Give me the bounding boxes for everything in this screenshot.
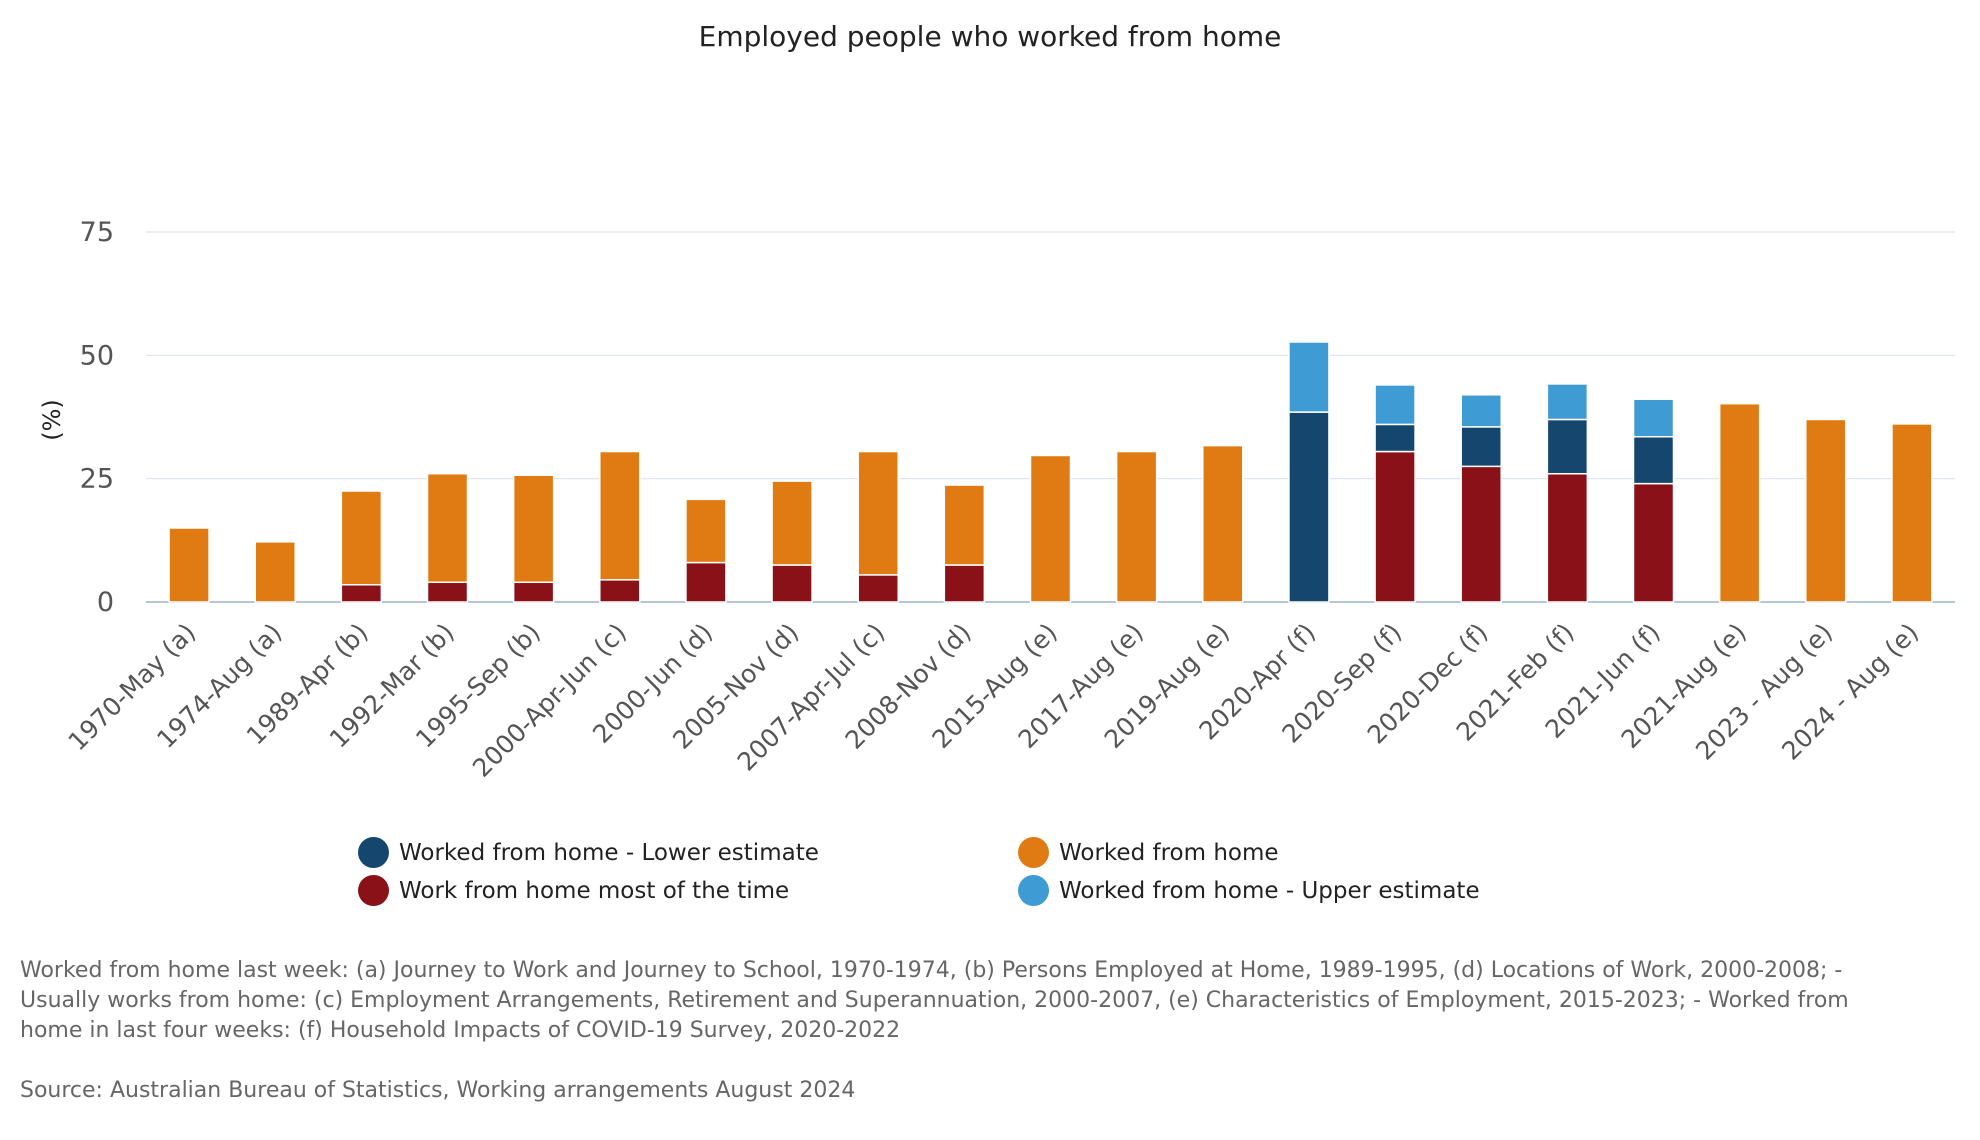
chart-title: Employed people who worked from home xyxy=(698,20,1282,53)
bar-segment[interactable] xyxy=(512,581,555,603)
bar-segment[interactable] xyxy=(1202,444,1244,603)
bar-segment[interactable] xyxy=(340,490,383,586)
legend-label: Worked from home - Lower estimate xyxy=(399,839,819,866)
bar-segment[interactable] xyxy=(1546,383,1589,421)
bar-segment[interactable] xyxy=(857,450,899,576)
legend-label: Work from home most of the time xyxy=(399,877,790,904)
legend-swatch-lower-estimate xyxy=(358,837,389,868)
legend-swatch-worked-from-home xyxy=(1018,837,1049,868)
bar-segment[interactable] xyxy=(1546,418,1589,475)
bar-segment[interactable] xyxy=(685,561,727,603)
bar-segment[interactable] xyxy=(599,450,641,581)
bar-segment[interactable] xyxy=(1805,418,1847,603)
bar-segment[interactable] xyxy=(1718,402,1761,603)
bar-segment[interactable] xyxy=(771,480,813,566)
bar-segment[interactable] xyxy=(685,498,727,564)
legend-item-upper-estimate[interactable]: Worked from home - Upper estimate xyxy=(1018,875,1480,906)
legend-item-worked-from-home[interactable]: Worked from home xyxy=(1018,837,1279,868)
bar-segment[interactable] xyxy=(1374,423,1416,453)
y-tick-label: 75 xyxy=(80,217,114,248)
bar-segment[interactable] xyxy=(1374,384,1416,426)
y-axis-label: (%) xyxy=(38,399,66,441)
x-tick-label: 2000-Apr-Jun (c) xyxy=(467,618,632,783)
bar-segment[interactable] xyxy=(1891,423,1933,603)
bar-segment[interactable] xyxy=(1632,435,1675,485)
legend-label: Worked from home xyxy=(1059,839,1279,866)
bar-segment[interactable] xyxy=(1288,341,1330,413)
legend-swatch-most-of-the-time xyxy=(358,875,389,906)
bar-segment[interactable] xyxy=(1460,394,1502,428)
bar-segment[interactable] xyxy=(599,579,641,603)
bar-segment[interactable] xyxy=(857,574,899,603)
bar-segment[interactable] xyxy=(1115,450,1158,603)
chart-source: Source: Australian Bureau of Statistics,… xyxy=(20,1078,856,1103)
bar-segment[interactable] xyxy=(1374,450,1416,603)
bar-segment[interactable] xyxy=(426,581,469,603)
y-tick-label: 0 xyxy=(97,587,114,618)
bar-segment[interactable] xyxy=(168,527,210,603)
legend-swatch-upper-estimate xyxy=(1018,875,1049,906)
x-tick-label: 2007-Apr-Jul (c) xyxy=(732,618,891,777)
bar-segment[interactable] xyxy=(1288,411,1330,603)
bar-segment[interactable] xyxy=(1460,465,1502,603)
y-tick-label: 25 xyxy=(80,464,114,495)
legend-item-most-of-the-time[interactable]: Work from home most of the time xyxy=(358,875,789,906)
bar-segment[interactable] xyxy=(1460,426,1502,468)
bar-segment[interactable] xyxy=(340,583,383,603)
bar-segment[interactable] xyxy=(426,472,469,584)
bar-segment[interactable] xyxy=(771,564,813,603)
bar-segment[interactable] xyxy=(943,564,986,603)
legend-item-lower-estimate[interactable]: Worked from home - Lower estimate xyxy=(358,837,819,868)
y-tick-label: 50 xyxy=(80,340,114,371)
bar-segment[interactable] xyxy=(1632,398,1675,438)
bar-segment[interactable] xyxy=(1632,482,1675,603)
bar-segment[interactable] xyxy=(943,484,986,566)
bar-segment[interactable] xyxy=(1029,454,1072,603)
bars xyxy=(168,341,1933,603)
chart-notes: Worked from home last week: (a) Journey … xyxy=(20,958,1849,1043)
bar-segment[interactable] xyxy=(1546,472,1589,603)
bar-segment[interactable] xyxy=(512,474,555,584)
legend-label: Worked from home - Upper estimate xyxy=(1059,877,1480,904)
bar-segment[interactable] xyxy=(254,541,296,603)
